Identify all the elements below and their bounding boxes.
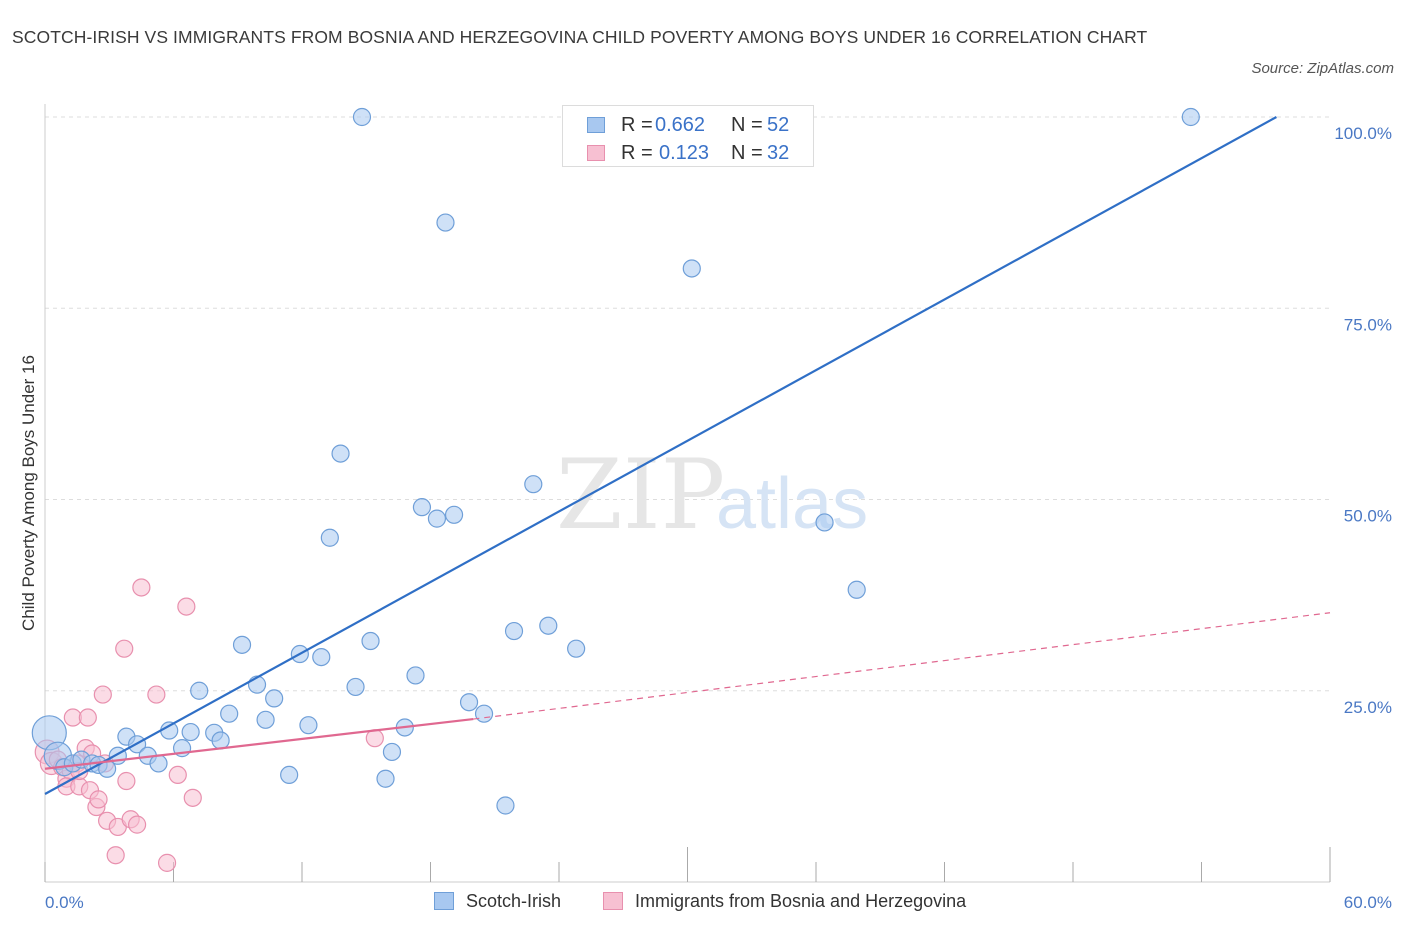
scotch-irish-point-13 (181, 722, 200, 742)
scotch-irish-point-20 (256, 710, 275, 729)
watermark-atlas: atlas (716, 464, 868, 544)
scotch-irish-point-21 (265, 689, 284, 708)
legend-n-value: 52 (767, 114, 790, 136)
y-axis-label: Child Poverty Among Boys Under 16 (19, 355, 38, 631)
scotch-irish-point-42 (504, 621, 524, 641)
bottom-legend-label-pink: Immigrants from Bosnia and Herzegovina (635, 891, 967, 911)
watermark: ZIP atlas (556, 439, 868, 551)
trend-line-bosnia-extended (473, 612, 1331, 720)
y-tick-label-25: 25.0% (1344, 698, 1392, 717)
legend-box: R = 0.662 N = 52 R = 0.123 N = 32 (562, 105, 814, 167)
grid-lines (45, 116, 1330, 692)
bottom-legend-swatch-pink (603, 892, 623, 910)
bosnia-point-26 (132, 578, 151, 597)
scotch-irish-point-26 (320, 528, 339, 547)
scotch-irish-point-46 (682, 259, 701, 278)
legend-n-value: 32 (767, 142, 790, 164)
source-label: Source: ZipAtlas.com (1251, 60, 1394, 77)
scotch-irish-point-43 (524, 475, 543, 494)
bosnia-point-17 (93, 685, 112, 704)
scotch-irish-point-25 (312, 647, 331, 667)
x-tick-label-max: 60.0% (1344, 893, 1392, 912)
y-tick-label-100: 100.0% (1334, 124, 1392, 143)
scotch-irish-point-29 (352, 107, 372, 127)
bosnia-point-16 (89, 790, 108, 809)
scotch-irish-point-38 (444, 505, 464, 524)
legend-r-label: R = (621, 114, 653, 136)
bottom-legend-swatch-blue (434, 892, 454, 910)
bosnia-point-25 (127, 815, 147, 834)
bosnia-point-20 (106, 846, 125, 865)
bosnia-point-23 (117, 771, 136, 791)
bosnia-point-12 (78, 708, 97, 727)
scotch-irish-point-39 (459, 693, 479, 712)
scotch-irish-point-48 (847, 580, 866, 599)
scotch-irish-point-36 (427, 509, 447, 528)
legend-row-scotch-irish: R = 0.662 N = 52 (563, 111, 813, 139)
y-tick-label-50: 50.0% (1344, 507, 1392, 526)
trend-lines (44, 116, 1331, 795)
x-tick-label-min: 0.0% (45, 893, 84, 912)
scotch-irish-point-17 (220, 704, 239, 723)
legend-r-value: 0.662 (655, 114, 706, 136)
trend-line-bosnia (44, 717, 474, 770)
bosnia-point-28 (157, 853, 177, 872)
scotch-irish-point-18 (232, 635, 252, 654)
scotch-irish-point-31 (376, 769, 395, 788)
bosnia-point-22 (115, 639, 134, 658)
legend-swatch-blue (587, 117, 605, 133)
scotch-irish-point-16 (211, 731, 230, 750)
scotch-irish-point-49 (1181, 107, 1200, 127)
scotch-irish-point-34 (406, 666, 425, 685)
legend-row-bosnia: R = 0.123 N = 32 (563, 139, 813, 167)
bosnia-point-30 (177, 597, 196, 616)
scotch-irish-point-22 (280, 765, 299, 785)
scotch-irish-point-10 (149, 754, 168, 773)
scotch-irish-point-41 (496, 796, 515, 815)
legend-n-label: N = (731, 142, 763, 164)
scotch-irish-point-35 (412, 498, 432, 517)
scotch-irish-point-14 (190, 681, 209, 700)
bosnia-point-31 (183, 788, 202, 807)
bottom-legend-label-blue: Scotch-Irish (466, 891, 562, 911)
scotch-irish-point-27 (331, 444, 350, 463)
bosnia-point-27 (147, 685, 166, 704)
bosnia-point-29 (168, 765, 187, 785)
scotch-irish-point-28 (346, 677, 365, 697)
trend-line-scotch-irish (44, 116, 1277, 795)
y-tick-label-75: 75.0% (1344, 315, 1392, 334)
legend-swatch-pink (587, 145, 605, 161)
scotch-irish-point-47 (815, 513, 834, 532)
legend-n-label: N = (731, 114, 763, 136)
chart-title: SCOTCH-IRISH VS IMMIGRANTS FROM BOSNIA A… (12, 27, 1148, 47)
scotch-irish-point-40 (474, 704, 494, 723)
y-tick-labels: 25.0% 50.0% 75.0% 100.0% (1334, 124, 1392, 717)
scotch-irish-point-37 (436, 213, 455, 232)
watermark-zip: ZIP (556, 439, 725, 551)
scotch-irish-point-32 (382, 742, 402, 762)
legend-r-label: R = (621, 142, 653, 164)
scotch-irish-point-24 (299, 716, 318, 735)
scotch-irish-point-30 (361, 631, 380, 651)
scotch-irish-point-44 (539, 616, 558, 635)
legend-r-value: 0.123 (659, 142, 710, 164)
scotch-irish-point-45 (567, 639, 586, 658)
